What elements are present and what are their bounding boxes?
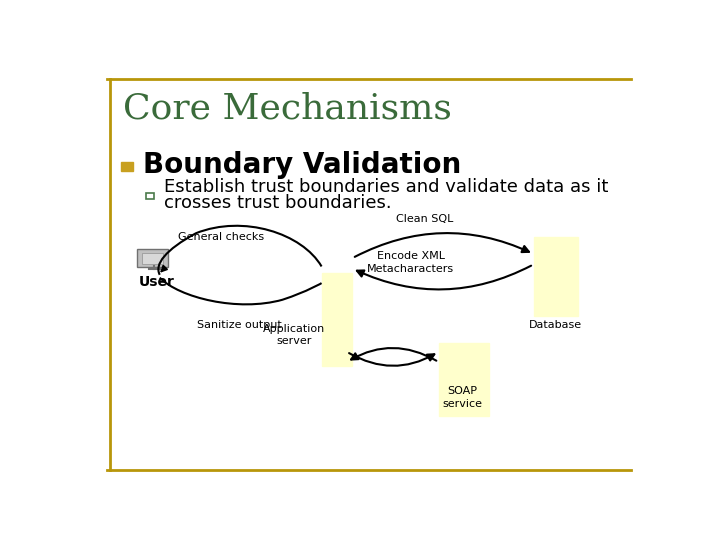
Text: Database: Database <box>529 320 582 330</box>
FancyBboxPatch shape <box>138 249 168 267</box>
FancyBboxPatch shape <box>322 273 352 366</box>
Text: SOAP
service: SOAP service <box>443 386 482 409</box>
Text: Application
server: Application server <box>263 324 325 346</box>
FancyBboxPatch shape <box>142 253 163 265</box>
FancyBboxPatch shape <box>534 238 578 316</box>
Text: Sanitize output: Sanitize output <box>197 320 282 330</box>
Text: Core Mechanisms: Core Mechanisms <box>124 92 452 126</box>
FancyBboxPatch shape <box>121 162 133 171</box>
Text: Boundary Validation: Boundary Validation <box>143 151 462 179</box>
FancyBboxPatch shape <box>145 193 153 199</box>
Text: Encode XML
Metacharacters: Encode XML Metacharacters <box>367 251 454 273</box>
Text: Clean SQL: Clean SQL <box>396 214 454 224</box>
Text: General checks: General checks <box>178 232 264 242</box>
Text: User: User <box>139 275 175 289</box>
Text: Establish trust boundaries and validate data as it: Establish trust boundaries and validate … <box>163 178 608 195</box>
Text: crosses trust boundaries.: crosses trust boundaries. <box>163 194 391 212</box>
FancyBboxPatch shape <box>438 343 489 416</box>
